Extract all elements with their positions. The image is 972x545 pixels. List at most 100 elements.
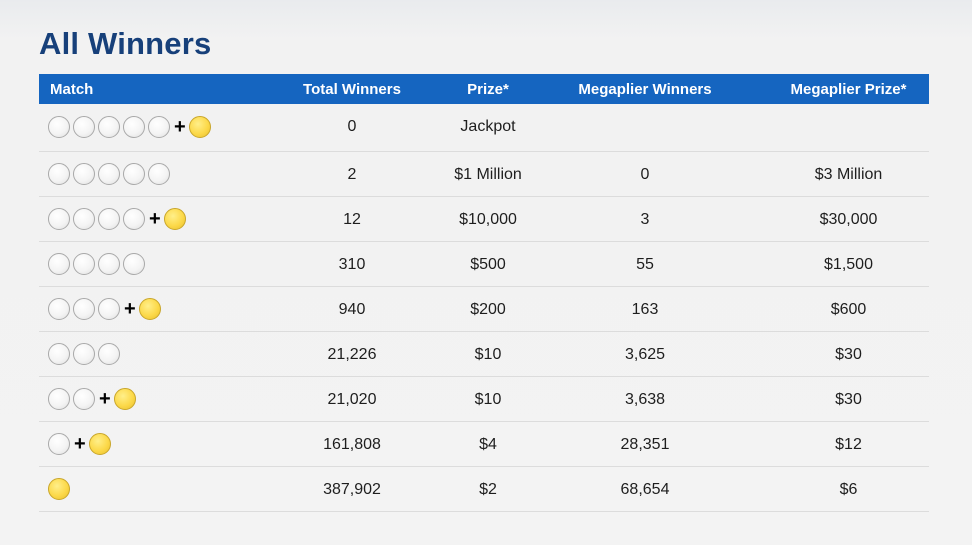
total-winners-cell: 387,902 xyxy=(323,480,381,498)
megaplier-prize-cell: $6 xyxy=(839,480,858,498)
white-ball-icon xyxy=(48,207,70,230)
prize-cell: $4 xyxy=(479,435,497,453)
mega-ball-icon xyxy=(48,477,70,500)
white-ball-icon xyxy=(73,252,95,275)
white-ball-icon xyxy=(73,387,95,410)
header-match: Match xyxy=(50,80,94,98)
table-row: 387,902 $2 68,654 $6 xyxy=(39,466,929,511)
table-header-row: Match Total Winners Prize* Megaplier Win… xyxy=(39,74,929,104)
megaplier-winners-cell: 3 xyxy=(640,210,650,228)
header-megaplier-winners: Megaplier Winners xyxy=(578,80,712,98)
white-ball-icon xyxy=(98,297,120,320)
ball-combination: + xyxy=(48,429,250,459)
megaplier-winners-cell: 68,654 xyxy=(620,480,670,498)
white-ball-icon xyxy=(48,116,70,139)
megaplier-winners-cell xyxy=(522,104,768,151)
plus-icon: + xyxy=(124,297,136,320)
total-winners-cell: 21,226 xyxy=(327,345,377,363)
match-cell xyxy=(39,241,250,286)
header-prize: Prize* xyxy=(467,80,509,98)
white-ball-icon xyxy=(148,116,170,139)
white-ball-icon xyxy=(98,116,120,139)
white-ball-icon xyxy=(48,252,70,275)
white-ball-icon xyxy=(73,297,95,320)
ball-combination: + xyxy=(48,112,250,142)
megaplier-prize-cell xyxy=(768,104,929,151)
total-winners-cell: 0 xyxy=(347,118,357,135)
match-cell xyxy=(39,466,250,511)
match-cell: + xyxy=(39,196,250,241)
total-winners-cell: 161,808 xyxy=(323,435,381,453)
megaplier-winners-cell: 3,625 xyxy=(624,345,666,363)
ball-combination xyxy=(48,159,250,189)
ball-combination: + xyxy=(48,204,250,234)
white-ball-icon xyxy=(48,432,70,455)
mega-ball-icon xyxy=(188,116,211,139)
ball-combination xyxy=(48,339,250,369)
white-ball-icon xyxy=(98,162,120,185)
ball-combination xyxy=(48,474,250,504)
ball-combination: + xyxy=(48,294,250,324)
white-ball-icon xyxy=(98,342,120,365)
match-cell: + xyxy=(39,286,250,331)
total-winners-cell: 12 xyxy=(343,210,361,228)
ball-combination: + xyxy=(48,384,250,414)
page-title: All Winners xyxy=(39,26,212,61)
prize-cell: $500 xyxy=(470,255,506,273)
megaplier-winners-cell: 163 xyxy=(631,300,659,318)
table-row: +161,808 $4 28,351 $12 xyxy=(39,421,929,466)
total-winners-cell: 2 xyxy=(347,165,357,183)
white-ball-icon xyxy=(148,162,170,185)
prize-cell: $200 xyxy=(470,300,506,318)
megaplier-winners-cell: 55 xyxy=(636,255,654,273)
ball-combination xyxy=(48,249,250,279)
mega-ball-icon xyxy=(113,387,136,410)
megaplier-prize-cell: $30 xyxy=(835,390,862,408)
table-row: +940 $200 163 $600 xyxy=(39,286,929,331)
total-winners-cell: 310 xyxy=(338,255,366,273)
white-ball-icon xyxy=(123,252,145,275)
white-ball-icon xyxy=(73,162,95,185)
table-row: 21,226 $10 3,625 $30 xyxy=(39,331,929,376)
match-cell: + xyxy=(39,104,250,151)
table-row: +0 Jackpot xyxy=(39,104,929,151)
winners-table: Match Total Winners Prize* Megaplier Win… xyxy=(39,74,929,512)
plus-icon: + xyxy=(174,116,186,139)
table-row: +21,020 $10 3,638 $30 xyxy=(39,376,929,421)
plus-icon: + xyxy=(149,207,161,230)
table-row: +12 $10,000 3 $30,000 xyxy=(39,196,929,241)
plus-icon: + xyxy=(99,387,111,410)
prize-cell: $2 xyxy=(479,480,497,498)
prize-cell: Jackpot xyxy=(460,118,516,135)
white-ball-icon xyxy=(123,116,145,139)
white-ball-icon xyxy=(48,297,70,320)
megaplier-winners-cell: 28,351 xyxy=(620,435,670,453)
prize-cell: $10,000 xyxy=(459,210,517,228)
total-winners-cell: 21,020 xyxy=(327,390,377,408)
match-cell xyxy=(39,331,250,376)
mega-ball-icon xyxy=(163,207,186,230)
megaplier-prize-cell: $3 Million xyxy=(814,165,883,183)
prize-cell: $10 xyxy=(474,345,502,363)
header-megaplier-prize: Megaplier Prize* xyxy=(790,80,907,98)
total-winners-cell: 940 xyxy=(338,300,366,318)
mega-ball-icon xyxy=(138,297,161,320)
megaplier-winners-cell: 0 xyxy=(640,165,650,183)
header-total-winners: Total Winners xyxy=(303,80,401,98)
table-row: 2 $1 Million 0 $3 Million xyxy=(39,151,929,196)
white-ball-icon xyxy=(98,252,120,275)
prize-cell: $1 Million xyxy=(454,165,522,183)
white-ball-icon xyxy=(73,207,95,230)
white-ball-icon xyxy=(48,342,70,365)
match-cell: + xyxy=(39,376,250,421)
white-ball-icon xyxy=(73,116,95,139)
match-cell xyxy=(39,151,250,196)
white-ball-icon xyxy=(98,207,120,230)
megaplier-prize-cell: $30 xyxy=(835,345,862,363)
white-ball-icon xyxy=(73,342,95,365)
white-ball-icon xyxy=(48,162,70,185)
megaplier-prize-cell: $1,500 xyxy=(824,255,873,273)
plus-icon: + xyxy=(74,432,86,455)
table-body: +0 Jackpot 2 $1 Million 0 $3 Million +12 $10,00… xyxy=(39,104,929,511)
table-row: 310 $500 55 $1,500 xyxy=(39,241,929,286)
